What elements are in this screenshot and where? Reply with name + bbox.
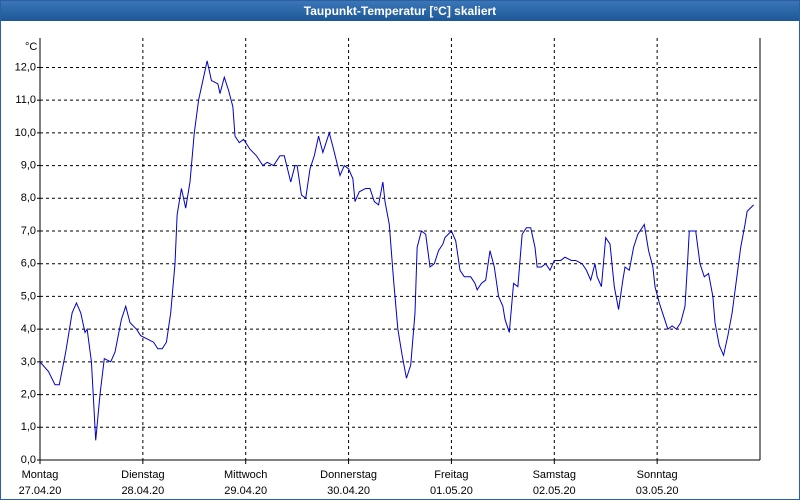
x-tick-label: Donnerstag: [320, 469, 377, 481]
y-tick-label: 4,0: [21, 323, 36, 335]
x-tick-date: 03.05.20: [636, 485, 679, 497]
x-tick-date: 30.04.20: [327, 485, 370, 497]
y-tick-label: 7,0: [21, 225, 36, 237]
y-tick-label: 3,0: [21, 356, 36, 368]
y-tick-label: 10,0: [15, 127, 36, 139]
x-tick-date: 29.04.20: [224, 485, 267, 497]
x-tick-date: 01.05.20: [430, 485, 473, 497]
y-tick-label: 8,0: [21, 192, 36, 204]
y-tick-label: 0,0: [21, 454, 36, 466]
y-tick-label: 11,0: [15, 94, 36, 106]
title-bar: Taupunkt-Temperatur [°C] skaliert: [1, 1, 799, 21]
x-tick-label: Samstag: [533, 469, 576, 481]
x-tick-date: 02.05.20: [533, 485, 576, 497]
x-tick-label: Montag: [22, 469, 59, 481]
y-tick-label: 2,0: [21, 388, 36, 400]
data-line: [39, 60, 754, 441]
y-tick-label: 9,0: [21, 159, 36, 171]
x-tick-label: Mittwoch: [224, 469, 267, 481]
y-tick-label: 12,0: [15, 61, 36, 73]
y-tick-label: 5,0: [21, 290, 36, 302]
x-tick-date: 27.04.20: [19, 485, 62, 497]
y-tick-label: 6,0: [21, 258, 36, 270]
x-tick-date: 28.04.20: [121, 485, 164, 497]
x-tick-label: Freitag: [434, 469, 468, 481]
x-tick-label: Dienstag: [121, 469, 164, 481]
y-unit: °C: [25, 41, 37, 53]
x-tick-label: Sonntag: [637, 469, 678, 481]
y-tick-label: 1,0: [21, 421, 36, 433]
